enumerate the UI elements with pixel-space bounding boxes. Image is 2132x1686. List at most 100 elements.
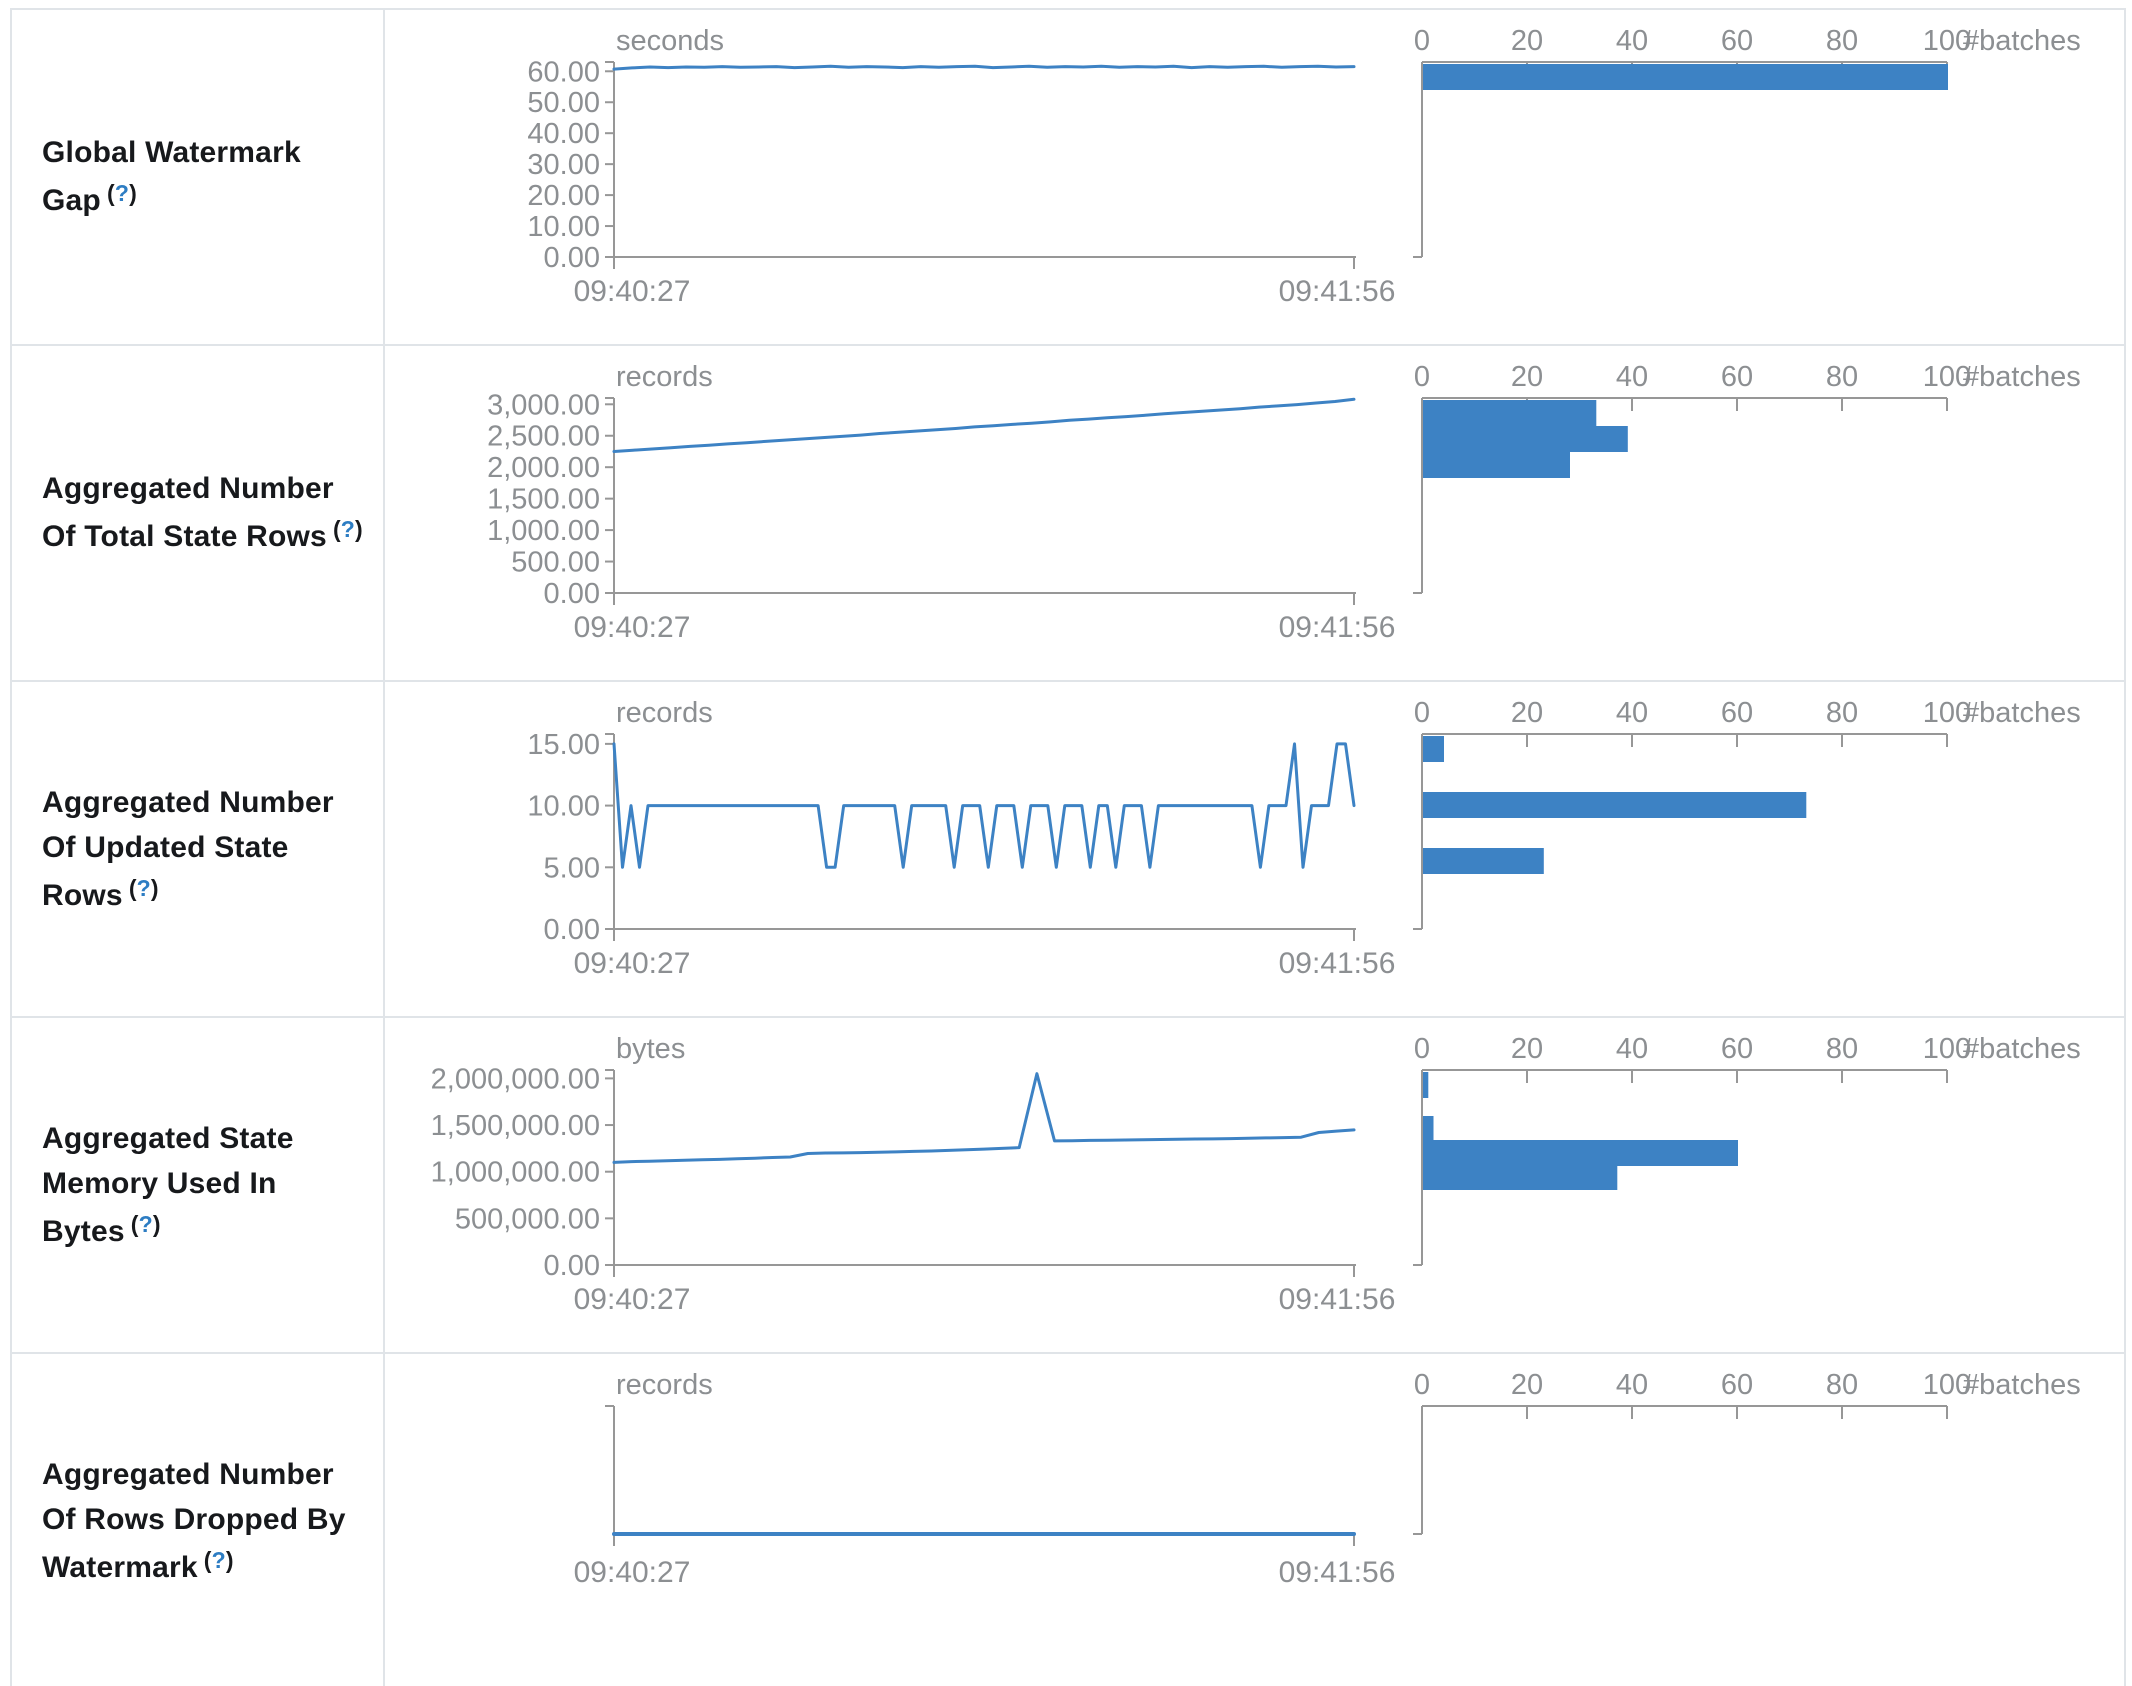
- y-axis-tick-label: 15.00: [527, 729, 600, 761]
- help-paren-open: (: [332, 516, 341, 542]
- y-axis-tick-label: 0.00: [544, 914, 600, 946]
- metric-label: Global Watermark Gap (?): [12, 10, 385, 344]
- timeline-and-histogram-chart: records3,000.002,500.002,000.001,500.001…: [487, 361, 2081, 644]
- help-paren-close: ): [355, 516, 363, 542]
- histogram-tick-label: 60: [1721, 1369, 1753, 1401]
- help-tooltip-link[interactable]: (?): [131, 1211, 161, 1237]
- histogram-unit-label: #batches: [1963, 361, 2081, 393]
- metric-row-total-state-rows: Aggregated Number Of Total State Rows (?)…: [12, 346, 2124, 682]
- x-axis-end-time-label: 09:41:56: [1279, 947, 1396, 980]
- help-paren-close: ): [129, 180, 137, 206]
- x-axis-start-time-label: 09:40:27: [574, 611, 691, 644]
- y-axis-tick-label: 30.00: [527, 149, 600, 181]
- histogram-tick-label: 100: [1923, 25, 1971, 57]
- histogram-tick-label: 0: [1414, 361, 1430, 393]
- y-axis-unit-label: bytes: [616, 1033, 685, 1065]
- histogram-tick-label: 20: [1511, 1369, 1543, 1401]
- histogram-bar: [1423, 400, 1597, 426]
- y-axis-tick-label: 0.00: [544, 1250, 600, 1282]
- histogram-tick-label: 80: [1826, 697, 1858, 729]
- help-paren-close: ): [152, 1210, 161, 1237]
- histogram-tick-label: 60: [1721, 1033, 1753, 1065]
- histogram-bar: [1423, 1116, 1434, 1142]
- y-axis-tick-label: 20.00: [527, 180, 600, 212]
- histogram-tick-label: 100: [1923, 1033, 1971, 1065]
- histogram-bar: [1423, 452, 1570, 478]
- help-tooltip-link[interactable]: (?): [107, 180, 137, 206]
- timeline-line: [612, 1072, 1356, 1164]
- histogram-tick-label: 40: [1616, 697, 1648, 729]
- histogram-tick-label: 60: [1721, 697, 1753, 729]
- y-axis-tick-label: 5.00: [544, 852, 600, 884]
- y-axis-tick-label: 1,000,000.00: [431, 1157, 600, 1189]
- y-axis-tick-label: 2,000,000.00: [431, 1063, 600, 1095]
- histogram-tick-label: 40: [1616, 1033, 1648, 1065]
- histogram-unit-label: #batches: [1963, 1369, 2081, 1401]
- metric-label: Aggregated Number Of Total State Rows (?): [12, 346, 385, 680]
- question-mark-icon[interactable]: ?: [138, 1210, 153, 1237]
- y-axis-tick-label: 0.00: [544, 242, 600, 274]
- y-axis-tick-label: 1,000.00: [487, 515, 600, 547]
- y-axis-tick-label: 500,000.00: [455, 1203, 600, 1235]
- histogram-tick-label: 80: [1826, 361, 1858, 393]
- histogram-bar: [1423, 1164, 1618, 1190]
- help-tooltip-link[interactable]: (?): [333, 516, 363, 542]
- histogram-tick-label: 80: [1826, 25, 1858, 57]
- metric-label-text: Aggregated Number Of Total State Rows: [42, 472, 334, 553]
- y-axis-tick-label: 10.00: [527, 791, 600, 823]
- metric-row-state-memory-used: Aggregated State Memory Used In Bytes (?)…: [12, 1018, 2124, 1354]
- metric-label-text: Aggregated Number Of Updated State Rows: [42, 785, 334, 912]
- help-paren-open: (: [106, 180, 115, 206]
- y-axis-unit-label: records: [616, 361, 713, 393]
- histogram-bar: [1423, 1072, 1429, 1098]
- x-axis-start-time-label: 09:40:27: [574, 275, 691, 308]
- y-axis-tick-label: 60.00: [527, 56, 600, 88]
- histogram-bar: [1423, 1140, 1738, 1166]
- metrics-table: Global Watermark Gap (?) seconds 60.00 50.0…: [10, 8, 2126, 1686]
- question-mark-icon[interactable]: ?: [136, 874, 151, 901]
- y-axis-tick-label: 500.00: [511, 547, 600, 579]
- x-axis-end-time-label: 09:41:56: [1279, 1556, 1396, 1589]
- metric-label-text: Aggregated State Memory Used In Bytes: [42, 1121, 294, 1248]
- metric-label-text: Aggregated Number Of Rows Dropped By Wat…: [42, 1457, 346, 1584]
- histogram-tick-label: 100: [1923, 1369, 1971, 1401]
- help-paren-open: (: [130, 1210, 139, 1237]
- x-axis-end-time-label: 09:41:56: [1279, 275, 1396, 308]
- y-axis-tick-label: 2,000.00: [487, 452, 600, 484]
- question-mark-icon[interactable]: ?: [114, 180, 130, 206]
- chart-cell: records 09:40:27 09:41:56 0 20 40 60 80 100 #batc…: [385, 1354, 2124, 1686]
- histogram-bar: [1423, 426, 1628, 452]
- y-axis-tick-label: 10.00: [527, 211, 600, 243]
- y-axis-tick-label: 1,500,000.00: [431, 1110, 600, 1142]
- x-axis-end-time-label: 09:41:56: [1279, 611, 1396, 644]
- question-mark-icon[interactable]: ?: [340, 516, 356, 542]
- x-axis-start-time-label: 09:40:27: [574, 1556, 691, 1589]
- help-paren-close: ): [225, 1546, 234, 1573]
- metric-label-text: Global Watermark Gap: [42, 136, 301, 217]
- chart-cell: records 15.00 10.00 5.00 0.00 09:40:27 09:41:5…: [385, 682, 2124, 1016]
- help-tooltip-link[interactable]: (?): [204, 1547, 234, 1573]
- y-axis-tick-label: 0.00: [544, 578, 600, 610]
- histogram-tick-label: 60: [1721, 361, 1753, 393]
- histogram-tick-label: 0: [1414, 697, 1430, 729]
- chart-cell: records 3,000.00 2,500.00 2,000.00 1,500.00 1…: [385, 346, 2124, 680]
- histogram-unit-label: #batches: [1963, 1033, 2081, 1065]
- histogram-unit-label: #batches: [1963, 697, 2081, 729]
- chart-cell: seconds 60.00 50.00 40.00 30.00 20.00 10.00 0.0…: [385, 10, 2124, 344]
- histogram-tick-label: 0: [1414, 1033, 1430, 1065]
- x-axis-start-time-label: 09:40:27: [574, 947, 691, 980]
- y-axis-unit-label: records: [616, 1369, 713, 1401]
- timeline-line: [612, 397, 1356, 453]
- histogram-tick-label: 20: [1511, 361, 1543, 393]
- histogram-tick-label: 0: [1414, 1369, 1430, 1401]
- y-axis-tick-label: 2,500.00: [487, 421, 600, 453]
- histogram-bar: [1423, 64, 1948, 90]
- y-axis-tick-label: 50.00: [527, 87, 600, 119]
- help-tooltip-link[interactable]: (?): [129, 875, 159, 901]
- histogram-tick-label: 100: [1923, 361, 1971, 393]
- y-axis-tick-label: 40.00: [527, 118, 600, 150]
- metric-row-updated-state-rows: Aggregated Number Of Updated State Rows(…: [12, 682, 2124, 1018]
- question-mark-icon[interactable]: ?: [211, 1546, 226, 1573]
- histogram-tick-label: 40: [1616, 25, 1648, 57]
